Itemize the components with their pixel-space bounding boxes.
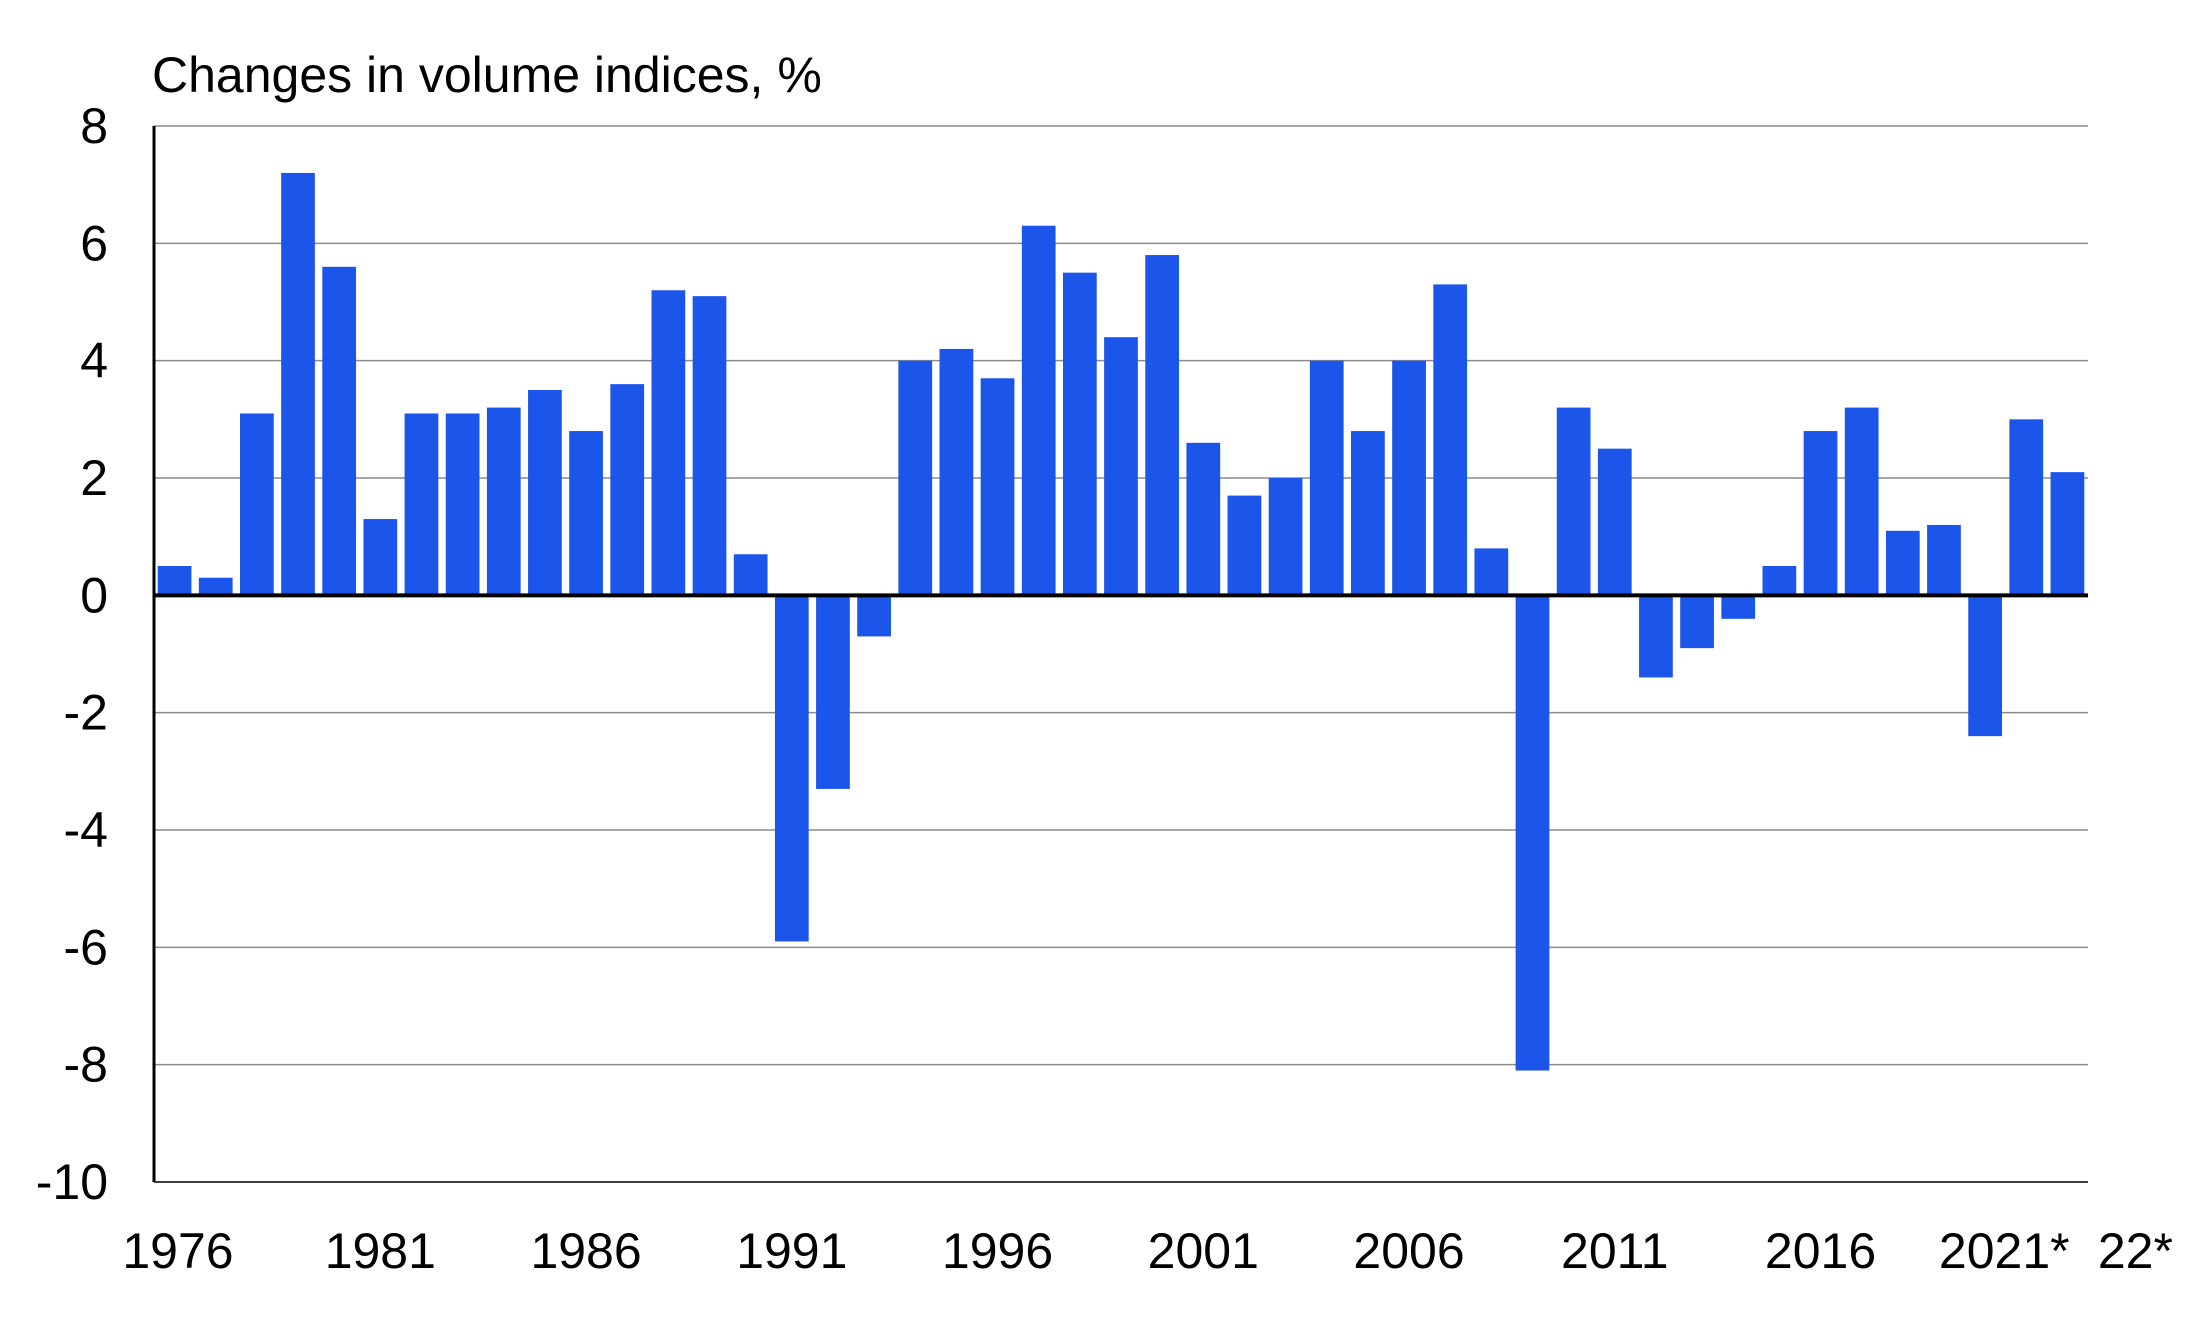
bar-2000	[1145, 255, 1180, 596]
bar-1996	[980, 378, 1015, 596]
x-tick-label: 1986	[530, 1223, 641, 1279]
y-tick-label: -10	[36, 1154, 108, 1210]
y-tick-label: 8	[80, 98, 108, 154]
bar-2012	[1639, 595, 1673, 678]
bar-2002	[1227, 495, 1262, 596]
bar-1993	[857, 595, 891, 637]
bar-1986	[569, 431, 603, 596]
x-tick-label: 1976	[122, 1223, 233, 1279]
y-tick-label: 2	[80, 450, 108, 506]
bar-1978	[240, 413, 274, 596]
bar-1979	[281, 172, 315, 596]
x-tick-label: 2016	[1765, 1223, 1876, 1279]
y-tick-label: 0	[80, 567, 108, 623]
bar-2019	[1927, 524, 1961, 596]
bar-2008	[1474, 548, 1509, 596]
bar-2007	[1433, 284, 1468, 596]
bar-1984	[486, 407, 521, 596]
bar-1987	[610, 384, 645, 596]
bar-1977	[198, 577, 233, 596]
x-tick-label: 2021*	[1939, 1223, 2070, 1279]
bar-1992	[816, 595, 850, 789]
y-tick-label: -2	[64, 685, 108, 741]
y-tick-label: -8	[64, 1037, 108, 1093]
y-tick-label: -4	[64, 802, 108, 858]
x-tick-label: 1996	[942, 1223, 1053, 1279]
x-tick-label: 2001	[1148, 1223, 1259, 1279]
chart-title: Changes in volume indices, %	[152, 47, 822, 103]
x-tick-label: 2011	[1561, 1223, 1669, 1279]
bar-2016	[1803, 431, 1838, 596]
x-tick-labels: 1976 1981 1986 1991 1996 2001 2006 2011 2016 2021…	[122, 1223, 2173, 1279]
bar-2001	[1186, 442, 1221, 596]
bar-1989	[692, 296, 727, 596]
y-tick-labels: 8 6 4 2 0 -2 -4 -6 -8 -10	[36, 98, 108, 1210]
bar-1997	[1021, 225, 1056, 596]
x-tick-label: 22*	[2098, 1223, 2173, 1279]
bar-2014	[1721, 595, 1756, 619]
bars	[157, 172, 2085, 1071]
bar-2021	[2009, 419, 2044, 596]
bar-1985	[528, 390, 562, 596]
bar-2003	[1268, 478, 1303, 596]
bar-1991	[774, 595, 809, 942]
bar-2018	[1885, 530, 1920, 596]
bar-2004	[1309, 360, 1344, 596]
bar-1988	[651, 290, 686, 596]
bar-1976	[157, 566, 192, 596]
bar-1999	[1104, 337, 1138, 596]
bar-2020	[1968, 595, 2002, 737]
bar-2022	[2050, 472, 2085, 596]
y-tick-label: 4	[80, 333, 108, 389]
bar-2006	[1392, 360, 1426, 596]
y-tick-label: -6	[64, 919, 108, 975]
bar-2009	[1515, 595, 1550, 1071]
bar-1995	[939, 348, 974, 596]
bar-1980	[322, 266, 357, 596]
bar-2013	[1680, 595, 1714, 649]
y-tick-label: 6	[80, 215, 108, 271]
bar-1983	[445, 413, 480, 596]
x-tick-label: 1991	[736, 1223, 847, 1279]
axes	[152, 126, 2088, 1183]
bar-2010	[1556, 407, 1591, 596]
bar-1981	[363, 519, 398, 596]
bar-2011	[1597, 448, 1632, 596]
bar-1994	[898, 360, 933, 596]
bar-2005	[1351, 431, 1385, 596]
x-tick-label: 1981	[325, 1223, 436, 1279]
bar-1998	[1062, 272, 1097, 596]
x-tick-label: 2006	[1353, 1223, 1464, 1279]
bar-1982	[404, 413, 439, 596]
bar-2017	[1844, 407, 1879, 596]
bar-1990	[733, 554, 768, 596]
bar-2015	[1762, 566, 1797, 596]
